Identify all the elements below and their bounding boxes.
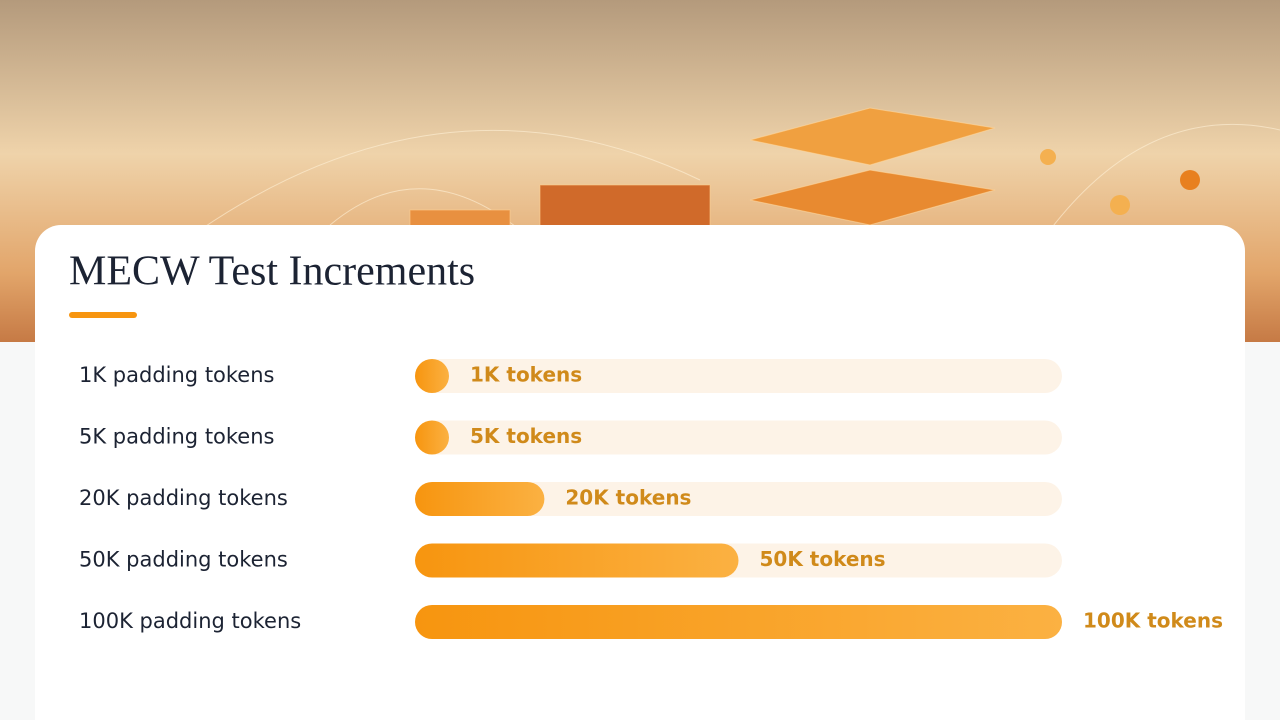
bar [415,605,1062,639]
bar [415,420,449,455]
bar [415,359,449,393]
card [35,225,1245,720]
bar-track [415,482,1062,516]
bar-track [415,359,1062,393]
value-label: 100K tokens [1083,609,1223,633]
header-decoration [199,107,1280,231]
title-underline [69,312,137,318]
bar-track [415,420,1062,455]
chart-title: MECW Test Increments [69,249,475,295]
value-label: 5K tokens [470,424,582,448]
bar [415,482,545,516]
category-label: 50K padding tokens [79,548,288,572]
bar [415,543,739,578]
value-label: 20K tokens [565,486,691,510]
category-label: 20K padding tokens [79,486,288,510]
category-label: 100K padding tokens [79,609,301,633]
category-label: 5K padding tokens [79,425,274,449]
category-label: 1K padding tokens [79,363,274,387]
value-label: 50K tokens [760,547,886,571]
value-label: 1K tokens [470,363,582,387]
plot: 1K padding tokens 1K tokens 5K padding tok… [79,359,1223,639]
